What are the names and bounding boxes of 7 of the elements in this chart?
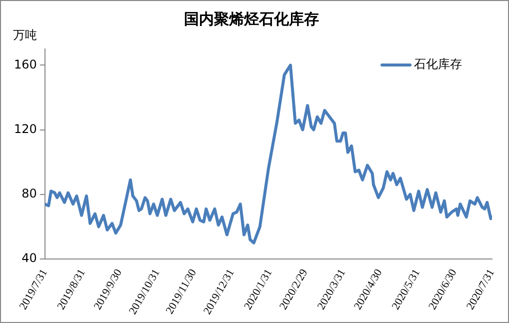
y-tick-label: 160 [14, 57, 37, 72]
y-tick-label: 40 [22, 251, 37, 266]
legend-label: 石化库存 [414, 57, 462, 72]
y-tick-label: 120 [14, 122, 37, 136]
y-axis-title: 万吨 [13, 27, 37, 44]
chart-title: 国内聚烯烃石化库存 [184, 10, 319, 28]
y-tick-label: 80 [22, 186, 37, 201]
